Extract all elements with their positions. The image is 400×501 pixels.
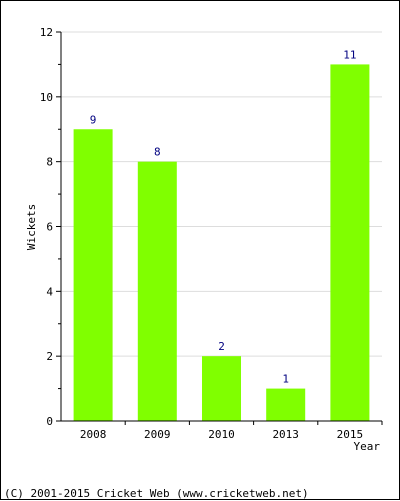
bar-2009	[137, 161, 177, 421]
copyright-text: (C) 2001-2015 Cricket Web (www.cricketwe…	[4, 487, 309, 500]
data-label-2009: 8	[154, 146, 161, 159]
y-tick-label-0: 0	[46, 415, 53, 428]
x-tick-label-2015: 2015	[337, 428, 364, 441]
data-label-2008: 9	[90, 113, 97, 126]
bar-2015	[330, 64, 370, 421]
y-axis-label: Wickets	[25, 204, 38, 250]
y-tick-label-10: 10	[40, 91, 53, 104]
y-tick-labels: 0 2 4 6 8 10 12	[40, 26, 54, 428]
x-tick-labels: 2008 2009 2010 2013 2015	[80, 428, 363, 441]
y-tick-label-2: 2	[46, 350, 53, 363]
x-tick-label-2008: 2008	[80, 428, 107, 441]
data-label-2013: 1	[282, 373, 289, 386]
gridlines	[61, 31, 382, 357]
x-tick-label-2010: 2010	[208, 428, 235, 441]
data-label-2015: 11	[343, 48, 356, 61]
bar-2008	[73, 129, 113, 421]
bars	[73, 64, 370, 421]
y-tick-label-4: 4	[46, 285, 53, 298]
y-tick-label-6: 6	[46, 221, 53, 234]
x-axis-label: Year	[354, 440, 381, 453]
y-tick-label-12: 12	[40, 26, 53, 39]
bar-2010	[202, 356, 241, 421]
data-label-2010: 2	[218, 340, 225, 353]
bar-2013	[266, 388, 306, 421]
x-tick-label-2013: 2013	[272, 428, 299, 441]
axes	[56, 31, 383, 425]
x-tick-label-2009: 2009	[144, 428, 171, 441]
y-tick-label-8: 8	[46, 156, 53, 169]
